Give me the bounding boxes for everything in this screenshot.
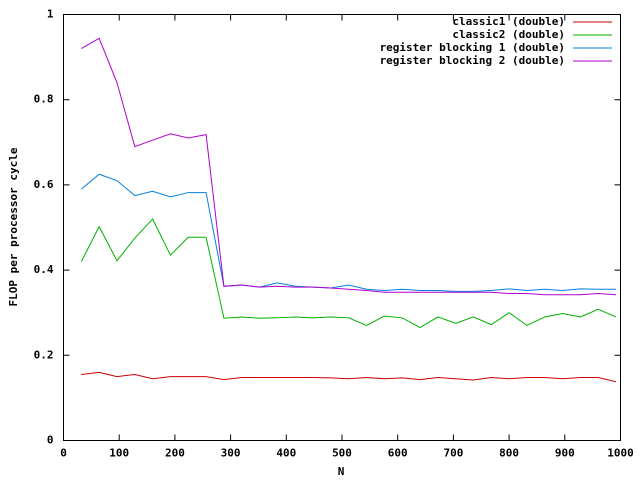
- legend-label: register blocking 1 (double): [380, 41, 565, 54]
- y-tick-label: 1: [47, 8, 54, 21]
- x-tick-label: 200: [165, 447, 185, 460]
- legend-label: register blocking 2 (double): [380, 54, 565, 67]
- legend-label: classic1 (double): [452, 15, 565, 28]
- x-tick-label: 700: [443, 447, 463, 460]
- x-tick-label: 600: [388, 447, 408, 460]
- x-axis-label: N: [338, 465, 345, 478]
- y-tick-label: 0: [47, 434, 54, 447]
- series-line: [80, 218, 617, 329]
- x-tick-label: 400: [276, 447, 296, 460]
- x-tick-label: 0: [60, 447, 67, 460]
- series-line: [81, 371, 617, 383]
- y-tick-label: 0.4: [34, 263, 54, 276]
- x-tick-label: 1000: [607, 447, 634, 460]
- legend-label: classic2 (double): [452, 28, 565, 41]
- series-line: [81, 173, 617, 292]
- y-tick-label: 0.6: [34, 178, 54, 191]
- plot-border: [63, 14, 621, 441]
- y-axis-label: FLOP per processor cycle: [7, 147, 20, 306]
- y-tick-label: 0.8: [34, 93, 54, 106]
- x-tick-label: 900: [555, 447, 575, 460]
- x-tick-label: 500: [332, 447, 352, 460]
- x-tick-label: 800: [499, 447, 519, 460]
- series-line: [81, 37, 617, 296]
- x-tick-label: 100: [109, 447, 129, 460]
- x-tick-label: 300: [221, 447, 241, 460]
- y-tick-label: 0.2: [34, 348, 54, 361]
